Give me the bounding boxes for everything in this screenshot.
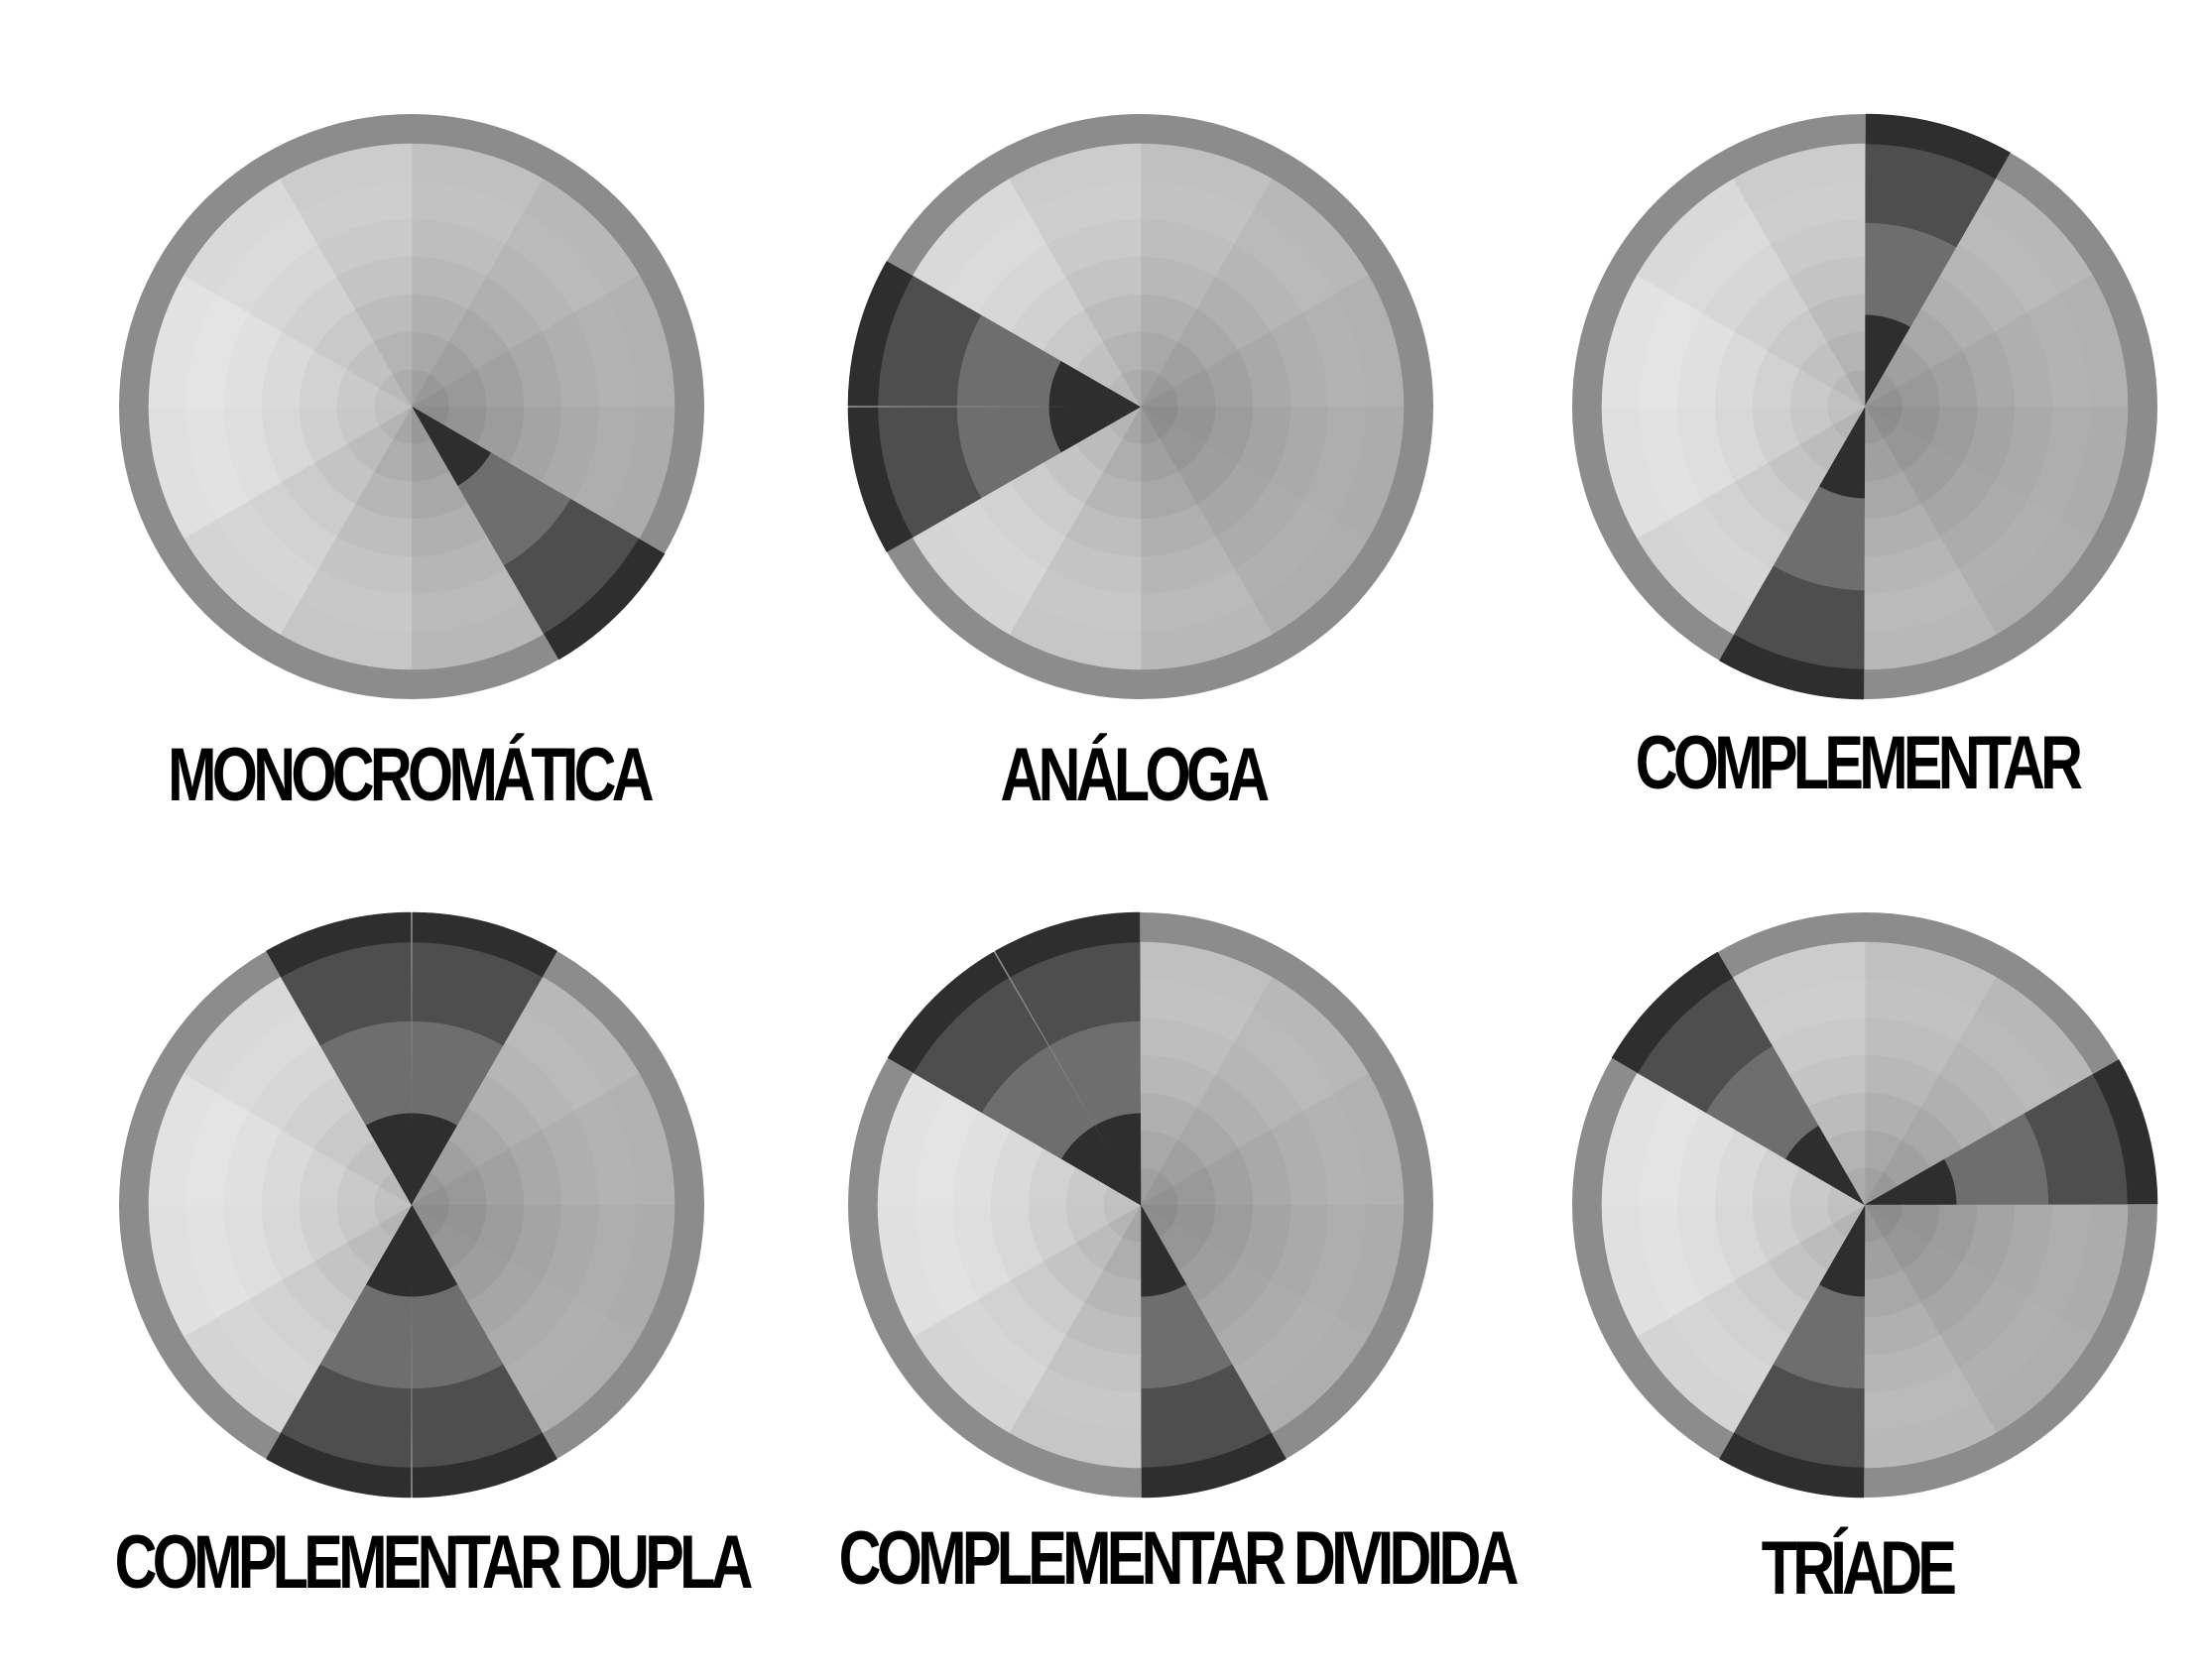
highlight-segment (2092, 1059, 2158, 1205)
wheel-cell (1733, 941, 1866, 1011)
wheel-monocromatica (119, 114, 704, 699)
wheel-cell (1864, 601, 1997, 670)
highlight-segment (412, 1432, 557, 1499)
label-triade: TRÍADE (1761, 1526, 1957, 1611)
wheel-cell (280, 143, 413, 212)
wheel-cell (1864, 1399, 1997, 1469)
wheel-triade (1572, 912, 2158, 1499)
wheel-cell (1253, 1317, 1369, 1433)
label-complementar-dividida: COMPLEMENTAR DIVIDIDA (838, 1516, 1520, 1601)
wheel-analoga (847, 114, 1433, 699)
wheel-cell (877, 1073, 946, 1206)
highlight-segment (266, 1432, 412, 1499)
wheel-cell (606, 406, 675, 539)
highlight-segment (266, 911, 412, 978)
highlight-segment (1611, 951, 1733, 1073)
label-monocromatica: MONOCROMÁTICA (168, 733, 654, 817)
wheel-cell (1601, 1073, 1670, 1206)
label-complementar-dupla: COMPLEMENTAR DUPLA (114, 1520, 754, 1605)
wheel-cell (1977, 977, 2093, 1093)
wheel-cell (184, 977, 300, 1093)
highlight-segment (847, 407, 914, 552)
wheel-cell (1733, 143, 1866, 212)
wheel-complementar-dupla (119, 911, 704, 1499)
highlight-segment (887, 951, 1009, 1073)
wheel-cell (913, 519, 1029, 635)
wheel-complementar (1572, 113, 2157, 700)
highlight-segment (1141, 1432, 1287, 1499)
highlight-segment (412, 911, 557, 978)
wheel-cell (1009, 143, 1142, 212)
highlight-segment (1719, 634, 1865, 700)
highlight-segment (544, 539, 666, 660)
label-analoga: ANÁLOGA (1000, 733, 1271, 817)
highlight-segment (1719, 1432, 1865, 1499)
label-complementar: COMPLEMENTAR (1635, 721, 2083, 805)
wheel-complementar-dividida (848, 911, 1433, 1499)
highlight-segment (847, 261, 914, 407)
highlight-segment (995, 911, 1141, 978)
wheel-cell (524, 1317, 640, 1433)
highlight-segment (1865, 113, 2011, 180)
